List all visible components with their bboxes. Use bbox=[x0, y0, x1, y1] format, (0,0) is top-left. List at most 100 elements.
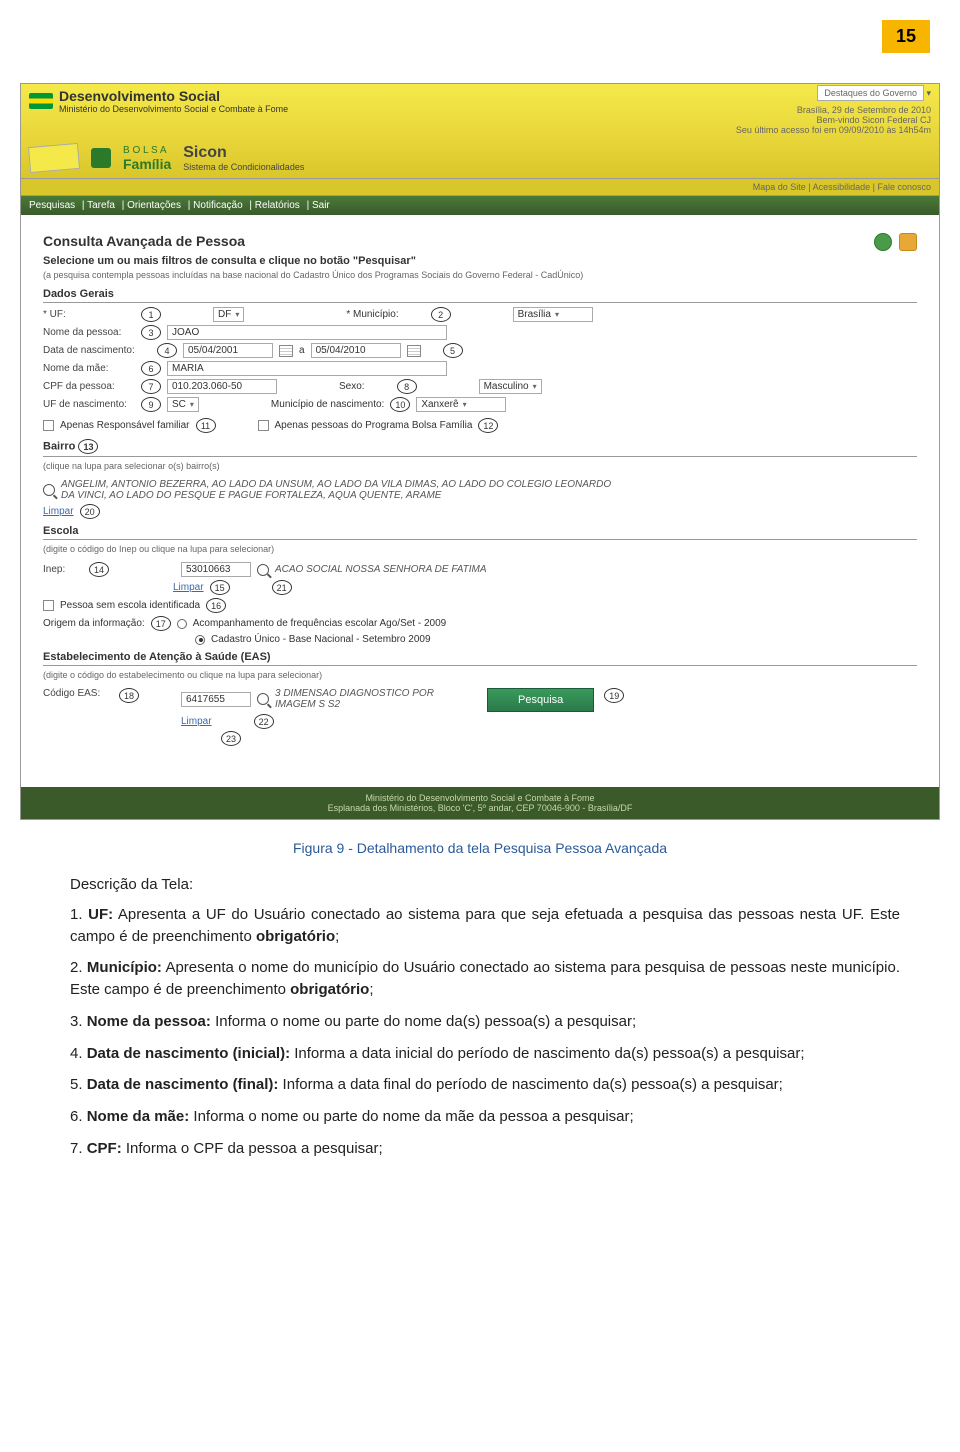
figure-caption: Figura 9 - Detalhamento da tela Pesquisa… bbox=[0, 840, 960, 856]
nav-pesquisas[interactable]: Pesquisas bbox=[29, 200, 75, 211]
header-date: Brasília, 29 de Setembro de 2010 bbox=[736, 105, 931, 115]
inep-label: Inep: bbox=[43, 564, 83, 575]
mae-label: Nome da mãe: bbox=[43, 363, 135, 374]
page-number-badge: 15 bbox=[882, 20, 930, 53]
limpar-escola-link[interactable]: Limpar bbox=[173, 582, 204, 593]
bolsa-card-icon bbox=[28, 143, 80, 173]
annotation-21: 21 bbox=[272, 580, 292, 595]
pesquisa-button[interactable]: Pesquisa bbox=[487, 688, 594, 712]
inep-input[interactable]: 53010663 bbox=[181, 562, 251, 577]
origem-radio-2[interactable] bbox=[195, 635, 205, 645]
eas-hint: (digite o código do estabelecimento ou c… bbox=[43, 670, 917, 680]
footer-bar: Ministério do Desenvolvimento Social e C… bbox=[21, 787, 939, 819]
annotation-14: 14 bbox=[89, 562, 109, 577]
bolsa-checkbox[interactable] bbox=[258, 420, 269, 431]
eas-input[interactable]: 6417655 bbox=[181, 692, 251, 707]
annotation-16: 16 bbox=[206, 598, 226, 613]
responsavel-label: Apenas Responsável familiar bbox=[60, 420, 190, 431]
desc-item-1: 1. UF: Apresenta a UF do Usuário conecta… bbox=[70, 904, 900, 948]
limpar-eas-link[interactable]: Limpar bbox=[181, 716, 212, 727]
desc-item-5: 5. Data de nascimento (final): Informa a… bbox=[70, 1074, 900, 1096]
sub-header: B O L S A Família Sicon Sistema de Condi… bbox=[21, 138, 939, 179]
desc-item-3: 3. Nome da pessoa: Informa o nome ou par… bbox=[70, 1011, 900, 1033]
nav-bar: Pesquisas | Tarefa | Orientações | Notif… bbox=[21, 196, 939, 215]
municipio-dropdown[interactable]: Brasília bbox=[513, 307, 593, 322]
annotation-2: 2 bbox=[431, 307, 451, 322]
annotation-13: 13 bbox=[78, 439, 98, 454]
annotation-3: 3 bbox=[141, 325, 161, 340]
limpar-bairro-link[interactable]: Limpar bbox=[43, 506, 74, 517]
sexo-label: Sexo: bbox=[339, 381, 365, 392]
section-escola: Escola bbox=[43, 525, 917, 540]
government-highlights-button[interactable]: Destaques do Governo bbox=[817, 85, 924, 101]
search-icon[interactable] bbox=[257, 693, 269, 705]
origem-option-2: Cadastro Único - Base Nacional - Setembr… bbox=[211, 634, 431, 645]
origem-option-1: Acompanhamento de frequências escolar Ag… bbox=[193, 618, 447, 629]
nav-tarefa[interactable]: Tarefa bbox=[87, 200, 115, 211]
annotation-12: 12 bbox=[478, 418, 498, 433]
desc-item-6: 6. Nome da mãe: Informa o nome ou parte … bbox=[70, 1106, 900, 1128]
bairro-list: ANGELIM, ANTONIO BEZERRA, AO LADO DA UNS… bbox=[61, 479, 621, 501]
data-inicial-input[interactable]: 05/04/2001 bbox=[183, 343, 273, 358]
calendar-icon[interactable] bbox=[407, 345, 421, 357]
mae-input[interactable]: MARIA bbox=[167, 361, 447, 376]
cpf-input[interactable]: 010.203.060-50 bbox=[167, 379, 277, 394]
data-label: Data de nascimento: bbox=[43, 345, 151, 356]
header-bar: Desenvolvimento Social Ministério do Des… bbox=[21, 84, 939, 138]
footer-line1: Ministério do Desenvolvimento Social e C… bbox=[27, 793, 933, 803]
nav-relatorios[interactable]: Relatórios bbox=[255, 200, 300, 211]
annotation-19: 19 bbox=[604, 688, 624, 703]
uf-dropdown[interactable]: DF bbox=[213, 307, 244, 322]
home-icon[interactable] bbox=[899, 233, 917, 251]
header-right: Destaques do Governo ▾ Brasília, 29 de S… bbox=[736, 88, 931, 135]
refresh-icon[interactable] bbox=[874, 233, 892, 251]
annotation-8: 8 bbox=[397, 379, 417, 394]
annotation-4: 4 bbox=[157, 343, 177, 358]
nome-input[interactable]: JOAO bbox=[167, 325, 447, 340]
origem-label: Origem da informação: bbox=[43, 618, 145, 629]
calendar-icon[interactable] bbox=[279, 345, 293, 357]
annotation-10: 10 bbox=[390, 397, 410, 412]
nav-notificacao[interactable]: Notificação bbox=[193, 200, 242, 211]
header-subtitle: Ministério do Desenvolvimento Social e C… bbox=[59, 104, 288, 114]
screenshot-frame: Desenvolvimento Social Ministério do Des… bbox=[20, 83, 940, 820]
desc-title: Descrição da Tela: bbox=[70, 874, 900, 896]
description-section: Descrição da Tela: 1. UF: Apresenta a UF… bbox=[70, 874, 900, 1160]
sem-escola-checkbox[interactable] bbox=[43, 600, 54, 611]
annotation-9: 9 bbox=[141, 397, 161, 412]
search-icon[interactable] bbox=[43, 484, 55, 496]
annotation-15: 15 bbox=[210, 580, 230, 595]
uf-label: * UF: bbox=[43, 309, 135, 320]
eas-nome: 3 DIMENSAO DIAGNOSTICO POR IMAGEM S S2 bbox=[275, 688, 455, 710]
mun-nasc-label: Município de nascimento: bbox=[271, 399, 384, 410]
annotation-1: 1 bbox=[141, 307, 161, 322]
a-label: a bbox=[299, 345, 305, 356]
sem-escola-label: Pessoa sem escola identificada bbox=[60, 600, 200, 611]
page-title: Consulta Avançada de Pessoa bbox=[43, 233, 917, 249]
cpf-label: CPF da pessoa: bbox=[43, 381, 135, 392]
bolsa-label: B O L S A bbox=[123, 145, 171, 156]
municipio-label: * Município: bbox=[346, 309, 398, 320]
section-dados-gerais: Dados Gerais bbox=[43, 288, 917, 303]
origem-radio-1[interactable] bbox=[177, 619, 187, 629]
tab-bar[interactable]: Mapa do Site | Acessibilidade | Fale con… bbox=[21, 179, 939, 196]
desc-item-2: 2. Município: Apresenta o nome do municí… bbox=[70, 957, 900, 1001]
annotation-11: 11 bbox=[196, 418, 216, 433]
search-icon[interactable] bbox=[257, 564, 269, 576]
uf-nasc-dropdown[interactable]: SC bbox=[167, 397, 199, 412]
section-bairro: Bairro 13 bbox=[43, 439, 917, 457]
header-title: Desenvolvimento Social bbox=[59, 88, 288, 104]
bolsa-label: Apenas pessoas do Programa Bolsa Família bbox=[275, 420, 473, 431]
annotation-5: 5 bbox=[443, 343, 463, 358]
eas-label: Código EAS: bbox=[43, 688, 113, 699]
nome-label: Nome da pessoa: bbox=[43, 327, 135, 338]
data-final-input[interactable]: 05/04/2010 bbox=[311, 343, 401, 358]
nav-sair[interactable]: Sair bbox=[312, 200, 330, 211]
responsavel-checkbox[interactable] bbox=[43, 420, 54, 431]
header-last-access: Seu último acesso foi em 09/09/2010 às 1… bbox=[736, 125, 931, 135]
uf-nasc-label: UF de nascimento: bbox=[43, 399, 135, 410]
nav-orientacoes[interactable]: Orientações bbox=[127, 200, 181, 211]
sexo-dropdown[interactable]: Masculino bbox=[479, 379, 542, 394]
section-eas: Estabelecimento de Atenção à Saúde (EAS) bbox=[43, 651, 917, 666]
mun-nasc-dropdown[interactable]: Xanxerê bbox=[416, 397, 506, 412]
